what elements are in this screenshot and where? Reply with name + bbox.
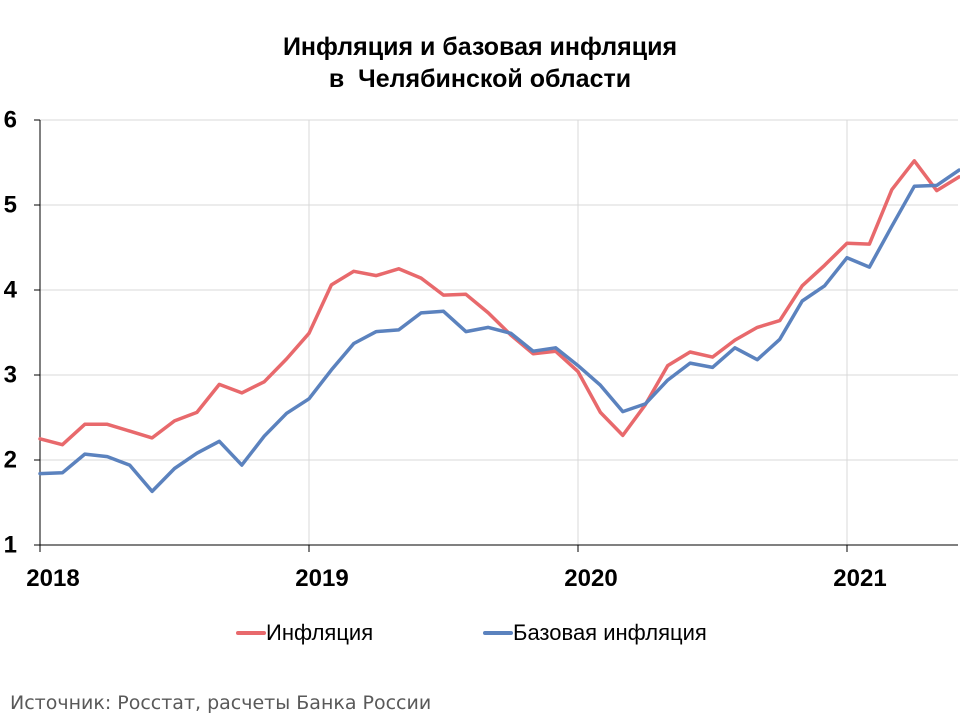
chart-title-line-2: в Челябинской области	[328, 65, 632, 93]
chart-title-line-1: Инфляция и базовая инфляция	[282, 33, 678, 61]
y-tick-label: 1	[4, 532, 17, 559]
legend-swatch-core-inflation	[483, 631, 513, 635]
chart-legend: Инфляция Базовая инфляция	[0, 620, 960, 650]
legend-swatch-inflation	[236, 631, 266, 635]
x-tick-label: 2021	[833, 565, 886, 592]
legend-item-core-inflation: Базовая инфляция	[483, 620, 707, 646]
series-line-inflation	[38, 159, 960, 447]
y-tick-label: 2	[4, 447, 17, 474]
x-tick-label: 2018	[26, 565, 79, 592]
series-line-core-inflation	[38, 168, 960, 494]
x-tick-label: 2020	[564, 565, 617, 592]
legend-label-core-inflation: Базовая инфляция	[513, 620, 707, 645]
y-tick-label: 6	[4, 107, 17, 134]
chart-title: Инфляция и базовая инфляция в Челябинско…	[0, 31, 960, 95]
source-note: Источник: Росстат, расчеты Банка России	[10, 692, 432, 714]
legend-item-inflation: Инфляция	[236, 620, 373, 646]
x-tick-label: 2019	[295, 565, 348, 592]
legend-label-inflation: Инфляция	[266, 620, 374, 645]
chart-plot: 1 2 3 4 5 6 2018 2019 2020 2021	[4, 107, 960, 592]
y-tick-label: 3	[4, 362, 17, 389]
y-tick-label: 4	[4, 277, 18, 304]
y-tick-label: 5	[4, 192, 17, 219]
